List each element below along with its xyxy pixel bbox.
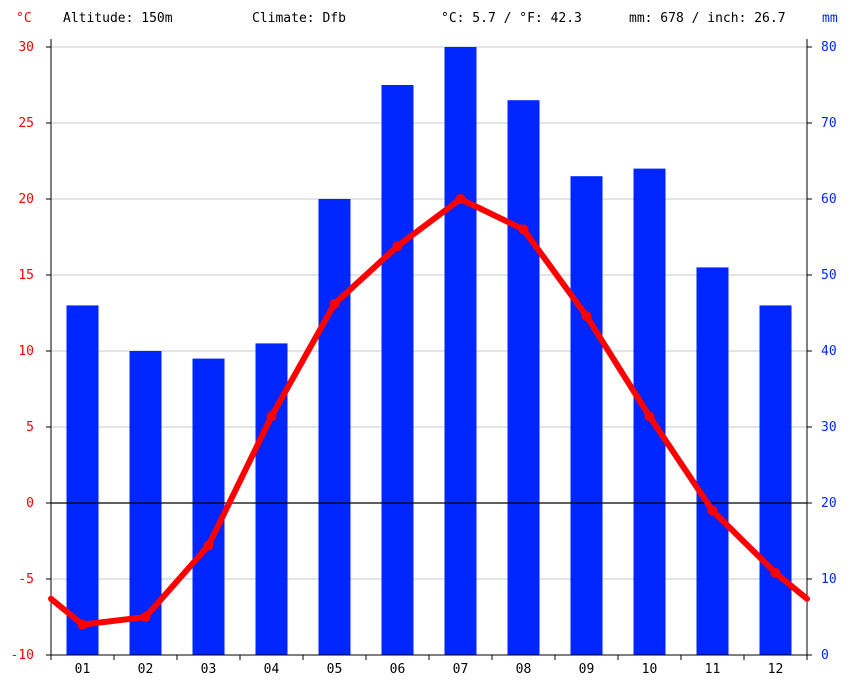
altitude-label: Altitude: 150m [63,11,173,26]
month-tick-label: 02 [138,662,154,677]
month-tick-label: 05 [327,662,343,677]
month-tick-label: 11 [705,662,721,677]
precipitation-bar [570,176,603,655]
celsius-unit-label: °C [16,11,32,26]
temperature-point [392,241,403,252]
precipitation-tick-label: 60 [821,192,837,207]
temperature-point [329,298,340,309]
precipitation-bar [318,199,351,655]
temperature-point [203,540,214,551]
precipitation-bar [696,267,729,655]
temperature-point [77,619,88,630]
temperature-tick-label: -5 [18,572,34,587]
month-tick-label: 08 [516,662,532,677]
temperature-point [455,194,466,204]
month-tick-label: 06 [390,662,406,677]
precipitation-bar [381,85,414,655]
precipitation-tick-label: 50 [821,268,837,283]
axes [46,39,812,660]
precipitation-tick-label: 30 [821,420,837,435]
precipitation-axis-labels: 80 70 60 50 40 30 20 10 0 [821,40,837,663]
temperature-line [48,194,810,630]
precipitation-bar [444,47,477,655]
temperature-point [518,224,529,235]
month-tick-label: 04 [264,662,280,677]
temperature-axis-labels: 30 25 20 15 10 5 0 -5 -10 [11,40,34,663]
month-tick-label: 07 [453,662,469,677]
temperature-average-label: °C: 5.7 / °F: 42.3 [441,11,582,26]
temperature-tick-label: 0 [26,496,34,511]
precipitation-tick-label: 10 [821,572,837,587]
temperature-point [644,411,655,422]
temperature-point [770,567,781,578]
temperature-point [581,311,592,322]
temperature-tick-label: 15 [18,268,34,283]
temperature-tick-label: 30 [18,40,34,55]
grid-lines [51,46,807,656]
precipitation-bar [255,343,288,655]
temperature-tick-label: 10 [18,344,34,359]
precipitation-tick-label: 80 [821,40,837,55]
climate-label: Climate: Dfb [252,11,346,26]
precipitation-bar [192,358,225,655]
precipitation-bar [66,305,99,655]
temperature-tick-label: 20 [18,192,34,207]
precipitation-bar [759,305,792,655]
month-tick-label: 12 [768,662,784,677]
month-tick-label: 03 [201,662,217,677]
precipitation-total-label: mm: 678 / inch: 26.7 [629,11,786,26]
temperature-point [266,411,277,422]
temperature-point [707,505,718,516]
precipitation-tick-label: 70 [821,116,837,131]
temperature-point [140,612,151,622]
precipitation-tick-label: 40 [821,344,837,359]
precipitation-bar [507,100,540,655]
mm-unit-label: mm [822,11,838,26]
month-axis-labels: 01 02 03 04 05 06 07 08 09 10 11 12 [75,662,784,677]
month-tick-label: 10 [642,662,658,677]
precipitation-tick-label: 0 [821,648,829,663]
precipitation-tick-label: 20 [821,496,837,511]
temperature-series-line [48,196,810,628]
temperature-tick-label: 5 [26,420,34,435]
temperature-tick-label: 25 [18,116,34,131]
month-tick-label: 09 [579,662,595,677]
month-tick-label: 01 [75,662,91,677]
temperature-tick-label: -10 [11,648,34,663]
